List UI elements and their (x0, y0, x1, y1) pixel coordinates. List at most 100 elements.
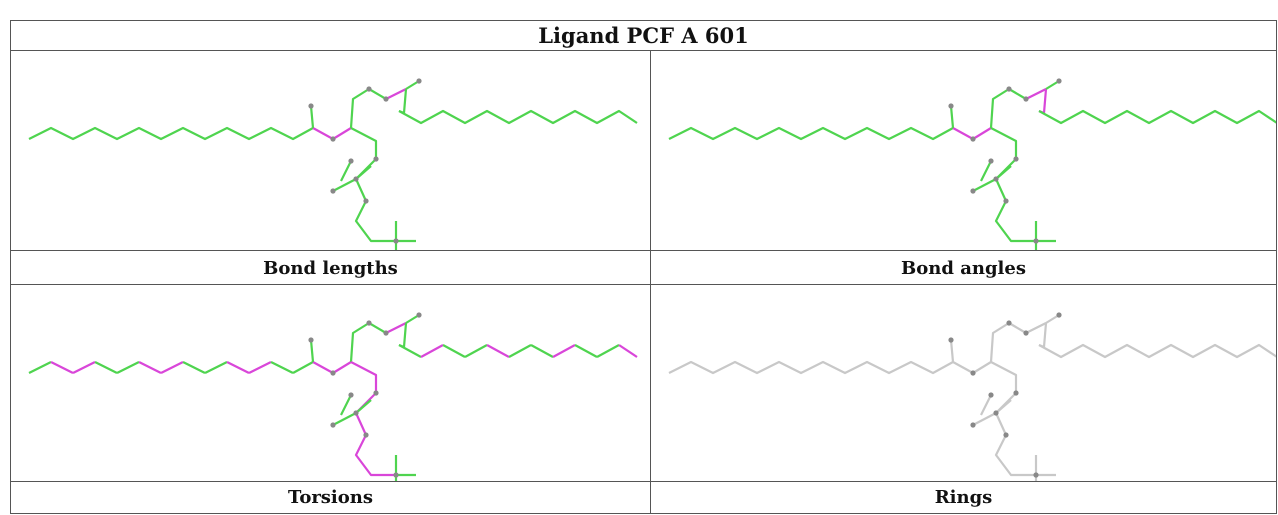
bond-segment (552, 344, 576, 358)
bond-segment (464, 344, 488, 358)
atom-marker (970, 370, 976, 376)
atom-marker (970, 422, 976, 428)
validation-table: Ligand PCF A 601 Bond lengths Bond angle… (10, 20, 1277, 514)
atom-marker (1033, 472, 1039, 478)
bond-segment (204, 361, 228, 374)
atom-marker (993, 410, 999, 416)
atom-marker (988, 392, 994, 398)
bond-segment (160, 361, 184, 374)
atom-marker (383, 96, 389, 102)
atom-marker (373, 156, 379, 162)
atom-marker (1023, 96, 1029, 102)
atom-marker (1056, 78, 1062, 84)
bond-segment (385, 322, 407, 334)
bond-segment (182, 361, 206, 374)
bond-segment (949, 105, 955, 129)
bond-segment (349, 321, 387, 363)
atom-marker (353, 410, 359, 416)
table-title: Ligand PCF A 601 (11, 21, 1276, 51)
panel-caption: Torsions (11, 481, 650, 513)
bond-segment (972, 412, 997, 426)
bond-segment (332, 412, 357, 426)
bond-segment (332, 178, 357, 192)
bond-segment (995, 165, 1012, 180)
atom-marker (373, 390, 379, 396)
panel-bond-lengths: Bond lengths (11, 51, 651, 285)
bond-segment (989, 87, 1027, 129)
atom-marker (393, 472, 399, 478)
bond-segment (50, 361, 74, 374)
bond-segment (385, 88, 407, 100)
panel-torsions: Torsions (11, 285, 651, 513)
bond-segment (349, 87, 387, 129)
bond-segment (980, 394, 992, 416)
atom-marker (1033, 238, 1039, 244)
atom-marker (948, 337, 954, 343)
bond-segment (442, 344, 466, 358)
bond-segment (972, 178, 997, 192)
bond-segment (309, 339, 315, 363)
atom-marker (330, 188, 336, 194)
atom-marker (416, 312, 422, 318)
atom-marker (1006, 86, 1012, 92)
atom-marker (363, 198, 369, 204)
bond-segment (420, 344, 444, 358)
atom-marker (1003, 198, 1009, 204)
bond-segment (226, 361, 250, 374)
molecule-image-bond-angles (668, 78, 1276, 250)
bond-segment (486, 344, 510, 358)
panel-caption: Bond angles (651, 250, 1276, 285)
bond-segment (94, 361, 118, 374)
atom-marker (330, 422, 336, 428)
bond-segment (292, 361, 314, 374)
molecule-image-torsions (28, 312, 638, 481)
bond-segment (398, 344, 422, 358)
bond-segment (995, 399, 1012, 414)
atom-marker (1013, 390, 1019, 396)
bond-segment (72, 361, 96, 374)
atom-marker (393, 238, 399, 244)
bond-segment (340, 394, 352, 416)
bond-segment (508, 344, 532, 358)
bond-segment (990, 361, 1036, 477)
atom-marker (330, 370, 336, 376)
bond-segment (949, 339, 955, 363)
panel-caption: Bond lengths (11, 250, 650, 285)
bond-segment (28, 126, 314, 141)
atom-marker (970, 136, 976, 142)
atom-marker (1013, 156, 1019, 162)
atom-marker (1006, 320, 1012, 326)
atom-marker (353, 176, 359, 182)
bond-segment (248, 361, 272, 374)
bond-segment (596, 344, 620, 358)
molecule-image-rings (668, 312, 1276, 481)
bond-segment (668, 360, 954, 375)
bond-segment (398, 109, 638, 125)
bond-segment (116, 361, 140, 374)
atom-marker (366, 86, 372, 92)
bond-segment (574, 344, 598, 358)
bond-segment (138, 361, 162, 374)
atom-marker (308, 103, 314, 109)
bond-segment (355, 165, 372, 180)
atom-marker (348, 158, 354, 164)
atom-marker (416, 78, 422, 84)
bond-segment (270, 361, 294, 374)
atom-marker (308, 337, 314, 343)
bond-segment (668, 126, 954, 141)
bond-segment (309, 105, 315, 129)
bond-segment (990, 127, 1036, 243)
atom-marker (1023, 330, 1029, 336)
atom-marker (1003, 432, 1009, 438)
bond-segment (1038, 109, 1276, 125)
bond-segment (350, 361, 396, 477)
bond-segment (618, 344, 638, 358)
molecule-image-bond-lengths (28, 78, 638, 250)
atom-marker (993, 176, 999, 182)
bond-segment (1038, 343, 1276, 359)
atom-marker (363, 432, 369, 438)
atom-marker (348, 392, 354, 398)
bond-segment (530, 344, 554, 358)
bond-segment (340, 160, 352, 182)
bond-segment (989, 321, 1027, 363)
